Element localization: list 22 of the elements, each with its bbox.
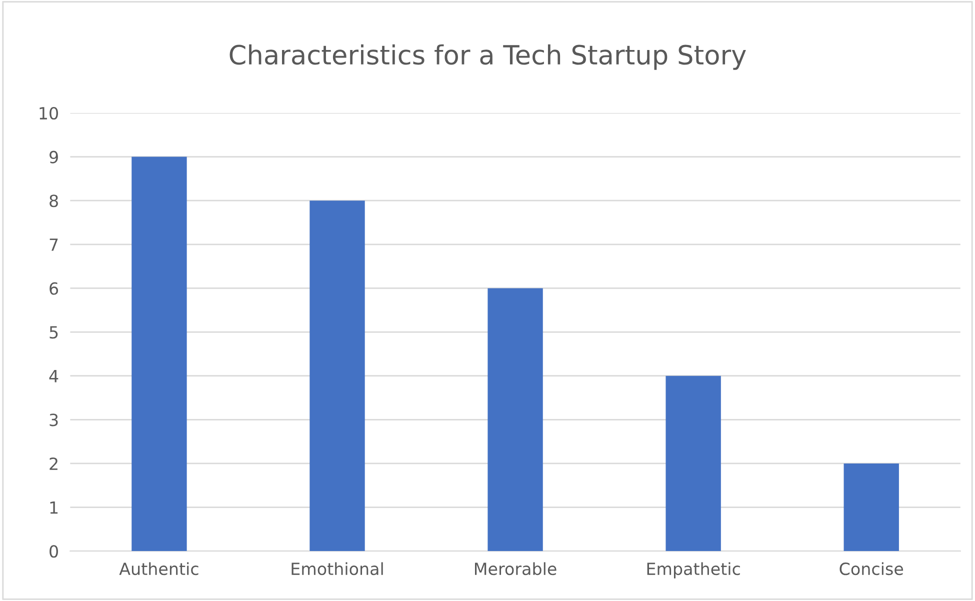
y-tick-label: 0 (50, 545, 58, 558)
bar (132, 156, 187, 552)
y-tick-label: 6 (50, 282, 58, 295)
y-tick-label: 8 (50, 194, 58, 208)
y-tick-label: 7 (50, 238, 58, 251)
x-tick-label: Authentic (119, 562, 198, 576)
y-tick-label: 4 (49, 370, 58, 382)
bar (488, 288, 543, 552)
y-tick-label: 3 (50, 414, 58, 426)
y-tick-label: 9 (50, 150, 58, 164)
y-tick-label: 10 (40, 106, 58, 120)
y-tick-label: 1 (50, 501, 58, 514)
y-tick-label: 2 (50, 457, 58, 470)
bar (844, 463, 899, 552)
x-tick-label: Empathetic (647, 562, 740, 578)
y-tick-label: 5 (50, 326, 58, 339)
bar (310, 200, 365, 552)
x-tick-label: Merorable (475, 562, 556, 576)
chart-title: Characteristics for a Tech Startup Story (230, 44, 746, 70)
bar (666, 376, 721, 552)
x-tick-label: Emothional (292, 562, 383, 576)
x-tick-label: Concise (840, 562, 904, 576)
